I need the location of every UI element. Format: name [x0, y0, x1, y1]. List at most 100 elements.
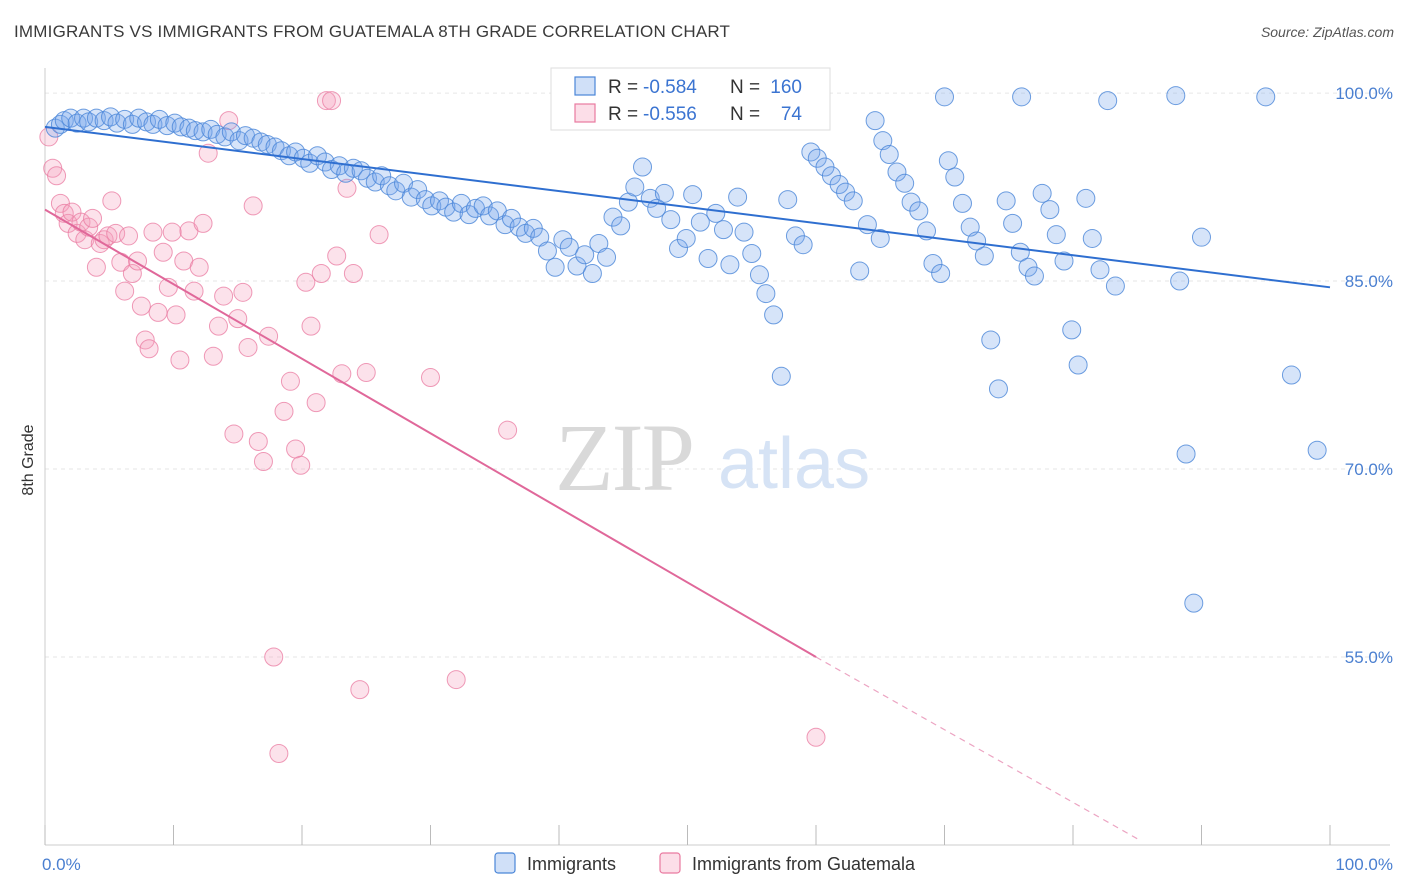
- chart-title: IMMIGRANTS VS IMMIGRANTS FROM GUATEMALA …: [14, 22, 731, 41]
- immigrants-point: [185, 121, 205, 141]
- guatemala-point: [203, 346, 223, 366]
- guatemala-point: [224, 424, 244, 444]
- immigrants-point: [193, 122, 213, 142]
- immigrants-point: [923, 254, 943, 274]
- immigrants-point: [1003, 213, 1023, 233]
- immigrants-point: [996, 191, 1016, 211]
- guatemala-point: [322, 91, 342, 111]
- immigrants-point: [669, 238, 689, 258]
- immigrants-point: [690, 212, 710, 232]
- immigrants-point: [575, 245, 595, 265]
- guatemala-point: [248, 431, 268, 451]
- stats-n-value-1: 160: [770, 77, 802, 98]
- guatemala-point: [253, 452, 273, 472]
- guatemala-point: [208, 316, 228, 336]
- immigrants-point: [1184, 593, 1204, 613]
- stats-r-label-1: R =: [608, 77, 638, 98]
- immigrants-point: [408, 180, 428, 200]
- trendlines: [44, 125, 1331, 840]
- x-tick-label-0: 0.0%: [42, 855, 81, 874]
- immigrants-point: [451, 193, 471, 213]
- immigrants-point: [1281, 365, 1301, 385]
- guatemala-point: [166, 305, 186, 325]
- legend-label-immigrants: Immigrants: [527, 854, 616, 874]
- immigrants-point: [1256, 87, 1276, 107]
- immigrants-point: [829, 175, 849, 195]
- immigrants-point: [1170, 271, 1190, 291]
- guatemala-point: [139, 339, 159, 359]
- guatemala-trendline: [44, 208, 817, 658]
- x-tick-label-1: 100.0%: [1335, 855, 1393, 874]
- immigrants-point: [952, 193, 972, 213]
- immigrants-point: [1068, 355, 1088, 375]
- immigrants-point: [86, 108, 106, 128]
- guatemala-point: [102, 191, 122, 211]
- stats-r-label-2: R =: [608, 104, 638, 125]
- stats-box: R = -0.584 N = 160 R = -0.556 N = 74: [550, 67, 831, 131]
- watermark-zip: ZIP: [555, 404, 693, 511]
- immigrants-point: [793, 235, 813, 255]
- immigrants-point: [257, 134, 277, 154]
- immigrants-point: [850, 261, 870, 281]
- guatemala-point: [343, 264, 363, 284]
- watermark: ZIP atlas: [555, 404, 870, 511]
- guatemala-point: [356, 363, 376, 383]
- y-tick-label-2: 70.0%: [1345, 460, 1393, 479]
- immigrants-point: [215, 127, 235, 147]
- tick-labels: 100.0% 85.0% 70.0% 55.0% 0.0% 100.0%: [42, 84, 1393, 874]
- immigrants-point: [756, 284, 776, 304]
- immigrants-point: [843, 191, 863, 211]
- immigrants-point: [559, 237, 579, 257]
- immigrants-point: [654, 183, 674, 203]
- guatemala-point: [184, 281, 204, 301]
- stats-n-label-1: N =: [730, 77, 760, 98]
- immigrants-point: [343, 158, 363, 178]
- y-tick-label-0: 100.0%: [1335, 84, 1393, 103]
- guatemala-point: [193, 213, 213, 233]
- guatemala-point: [274, 401, 294, 421]
- immigrants-point: [1176, 444, 1196, 464]
- guatemala-point: [806, 727, 826, 747]
- guatemala-point: [269, 744, 289, 764]
- guatemala-trendline-extension: [815, 656, 1138, 840]
- guatemala-points: [39, 91, 826, 764]
- immigrants-point: [1090, 260, 1110, 280]
- immigrants-point: [1192, 227, 1211, 247]
- guatemala-point: [369, 225, 389, 245]
- guatemala-point: [233, 282, 253, 302]
- guatemala-point: [316, 91, 336, 111]
- immigrants-point: [553, 230, 573, 250]
- guatemala-point: [350, 680, 370, 700]
- guatemala-point: [337, 178, 357, 198]
- immigrants-point: [537, 241, 557, 261]
- immigrants-points: [45, 86, 1327, 613]
- guatemala-point: [162, 222, 182, 242]
- immigrants-point: [887, 162, 907, 182]
- immigrants-point: [698, 248, 718, 268]
- immigrants-point: [778, 190, 798, 210]
- guatemala-point: [219, 111, 239, 131]
- guatemala-point: [286, 439, 306, 459]
- immigrants-point: [720, 255, 740, 275]
- stats-swatch-blue: [574, 76, 596, 96]
- immigrants-point: [473, 196, 493, 216]
- immigrants-point: [229, 131, 249, 151]
- y-axis-title: 8th Grade: [20, 424, 37, 495]
- immigrants-point: [1098, 91, 1118, 111]
- guatemala-point: [119, 226, 139, 246]
- stats-box-frame: [550, 67, 831, 131]
- guatemala-point: [214, 286, 234, 306]
- immigrants-point: [935, 87, 954, 107]
- guatemala-point: [115, 281, 135, 301]
- guatemala-point: [170, 350, 190, 370]
- stats-swatch-pink: [574, 103, 596, 123]
- immigrants-point: [676, 228, 696, 248]
- guatemala-point: [189, 257, 209, 277]
- guatemala-point: [296, 272, 316, 292]
- guatemala-point: [143, 222, 163, 242]
- immigrants-trendline: [44, 125, 1331, 289]
- immigrants-point: [149, 109, 169, 129]
- immigrants-point: [974, 246, 994, 266]
- immigrants-point: [988, 379, 1008, 399]
